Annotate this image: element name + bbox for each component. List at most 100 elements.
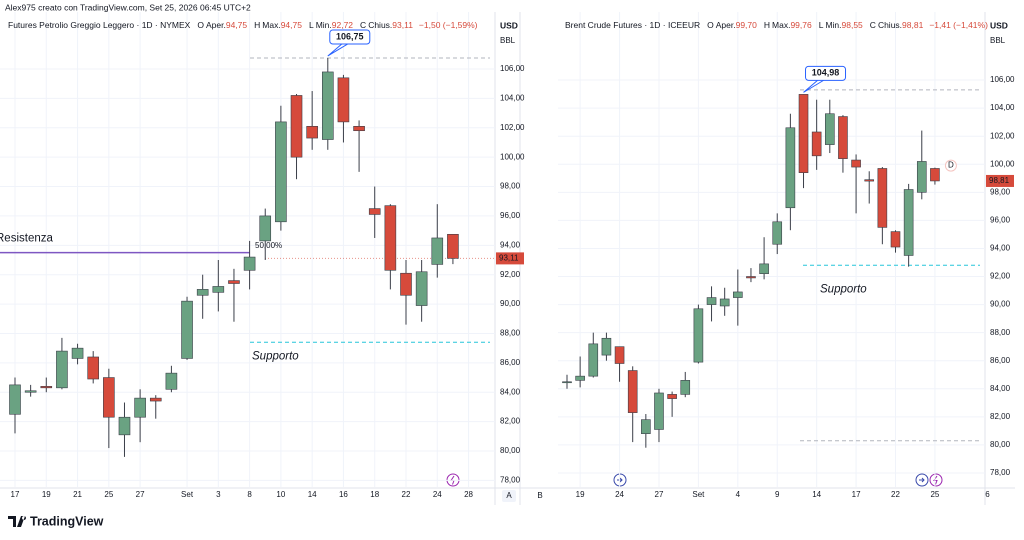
- candle-body: [259, 215, 272, 242]
- last-price-badge: [986, 174, 1014, 187]
- candle-body: [890, 231, 901, 248]
- candle-body: [627, 370, 638, 413]
- y-tick-label: 100,00: [990, 159, 1015, 168]
- candle-body: [785, 127, 796, 209]
- candle-body: [930, 168, 940, 182]
- candle-body: [196, 289, 209, 296]
- logo-text: TradingView: [30, 514, 104, 528]
- y-tick-label: 94,00: [990, 244, 1011, 253]
- legend-key: H: [764, 20, 770, 30]
- y-tick-label: 84,00: [500, 387, 521, 396]
- y-tick-label: 92,00: [500, 270, 521, 279]
- x-tick-label: 3: [216, 490, 221, 499]
- candle-body: [306, 126, 318, 139]
- candle-body: [400, 272, 412, 296]
- legend-value: 98,81: [902, 20, 924, 30]
- x-tick-label: 9: [775, 490, 780, 499]
- event-icon[interactable]: [929, 473, 943, 487]
- y-tick-label: 100,00: [500, 152, 525, 161]
- candle-body: [877, 168, 888, 228]
- axis-button[interactable]: [502, 490, 516, 502]
- x-tick-label: 8: [247, 490, 252, 499]
- y-tick-label: 98,00: [500, 182, 521, 191]
- candle-body: [290, 95, 303, 158]
- legend-name: Aper.: [716, 20, 736, 30]
- x-tick-label: 4: [736, 490, 741, 499]
- icon-ring: [929, 473, 943, 487]
- axis-button-label[interactable]: A: [506, 491, 512, 500]
- candle-body: [838, 116, 848, 159]
- chart-pane: Resistenza Supporto 50,00% 106,75: [0, 12, 495, 487]
- y-tick-label: 92,00: [990, 272, 1011, 281]
- candle-body: [149, 397, 162, 402]
- last-price-label: 93,11: [499, 253, 519, 262]
- x-tick-label: 6: [985, 490, 990, 499]
- candle-body: [212, 286, 225, 293]
- candle-body: [9, 384, 21, 415]
- candle-body: [24, 390, 37, 393]
- candle-body: [337, 77, 350, 123]
- y-tick-label: 84,00: [990, 384, 1011, 393]
- candle-body: [733, 291, 743, 298]
- candle-body: [71, 347, 84, 359]
- legend-value: 93,11: [392, 20, 413, 30]
- candle-body: [275, 121, 287, 223]
- y-tick-label: 102,00: [990, 131, 1015, 140]
- x-tick-label: 28: [464, 490, 473, 499]
- x-tick-label: 25: [104, 490, 113, 499]
- callout-box: [329, 29, 371, 45]
- candle-body: [811, 131, 822, 157]
- candle-body: [134, 397, 146, 418]
- y-tick-label: 80,00: [990, 440, 1011, 449]
- candle-body: [447, 233, 459, 259]
- legend-name: Chius.: [368, 20, 392, 30]
- candle-body: [654, 392, 664, 430]
- x-tick-label: 18: [370, 490, 379, 499]
- candle-body: [746, 276, 756, 279]
- candle-body: [415, 271, 428, 306]
- currency: USD: [990, 20, 1008, 30]
- x-tick-label: 19: [42, 490, 51, 499]
- x-tick-label: Set: [692, 490, 705, 499]
- candle-body: [641, 419, 651, 434]
- chart-pane: Supporto 104,98 D: [558, 12, 985, 487]
- candle-body: [719, 298, 730, 307]
- candle-body: [103, 377, 115, 418]
- y-tick-label: 90,00: [990, 300, 1011, 309]
- y-tick-label: 102,00: [500, 123, 525, 132]
- axis-button-label[interactable]: B: [537, 491, 542, 500]
- legend-change: −1,41 (−1,41%): [929, 20, 988, 30]
- author-line: Alex975 creato con TradingView.com, Set …: [5, 2, 251, 12]
- marker-label: D: [948, 161, 954, 170]
- candle-body: [693, 308, 704, 363]
- legend: Brent Crude Futures · 1D · ICEEUR O Aper.9…: [565, 20, 988, 30]
- x-tick-label: 16: [339, 490, 348, 499]
- y-tick-label: 88,00: [500, 329, 521, 338]
- callout-pointer: [803, 79, 824, 93]
- legend-value: 92,72: [332, 20, 354, 30]
- y-tick-label: 104,00: [990, 103, 1015, 112]
- x-tick-label: 22: [402, 490, 411, 499]
- candle-body: [864, 179, 875, 182]
- candle-body: [40, 386, 53, 389]
- x-tick-label: 24: [615, 490, 624, 499]
- legend-key: L: [819, 20, 824, 30]
- event-icon[interactable]: [915, 473, 929, 487]
- candle-body: [851, 159, 861, 168]
- y-tick-label: 88,00: [990, 328, 1011, 337]
- candle-body: [56, 350, 68, 389]
- y-tick-label: 98,00: [990, 187, 1011, 196]
- x-tick-label: 27: [136, 490, 145, 499]
- candle-body: [614, 346, 625, 364]
- callout-box: [805, 65, 847, 81]
- unit: BBL: [990, 36, 1006, 45]
- level-label: Supporto: [252, 350, 299, 362]
- legend: Futures Petrolio Greggio Leggero · 1D · …: [8, 20, 478, 30]
- x-tick-label: 14: [812, 490, 821, 499]
- y-tick-label: 82,00: [500, 417, 521, 426]
- legend-name: Chius.: [878, 20, 902, 30]
- legend-name: Max.: [262, 20, 280, 30]
- legend-value: 94,75: [226, 20, 248, 30]
- x-tick-label: 17: [852, 490, 861, 499]
